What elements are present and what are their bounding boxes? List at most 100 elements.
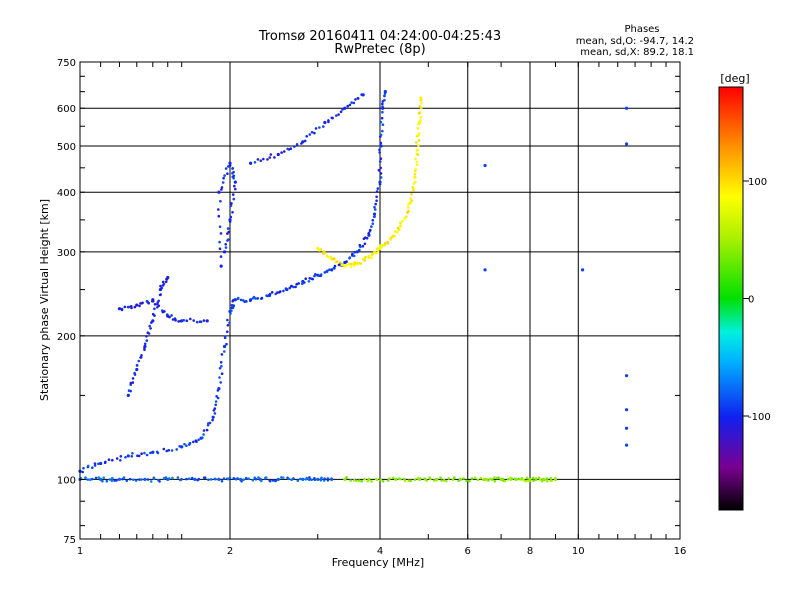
echo-dot — [187, 477, 191, 481]
echo-dot — [130, 306, 133, 310]
data-point — [330, 268, 334, 272]
data-point — [483, 477, 487, 482]
echo-dot — [388, 477, 391, 480]
echo-dot — [232, 477, 236, 480]
echo-dot — [91, 477, 94, 481]
echo-dot — [228, 476, 232, 480]
echo-dot — [171, 476, 174, 480]
echo-dot — [220, 479, 224, 483]
data-point — [301, 477, 305, 482]
chart-subtitle: RwPretec (8p) — [334, 42, 425, 57]
echo-dot — [140, 452, 143, 456]
echo-dot — [379, 176, 383, 179]
echo-dot — [224, 167, 228, 170]
data-point — [399, 224, 403, 228]
echo-dot — [234, 187, 237, 191]
echo-dot — [270, 291, 274, 294]
data-point — [419, 96, 423, 100]
echo-dot — [364, 255, 367, 259]
echo-dot — [122, 476, 126, 479]
echo-dot — [318, 249, 321, 252]
echo-dot — [345, 263, 348, 267]
echo-dot — [219, 199, 222, 203]
echo-dot — [161, 284, 165, 287]
echo-dot — [233, 184, 236, 188]
echo-dot — [110, 479, 114, 483]
data-point — [228, 161, 232, 165]
echo-dot — [447, 477, 451, 480]
echo-dot — [311, 277, 315, 281]
echo-dot — [213, 407, 217, 410]
echo-dot — [378, 151, 382, 154]
echo-dot — [374, 208, 377, 211]
echo-dot — [163, 310, 166, 313]
echo-dot — [257, 476, 260, 479]
echo-dot — [215, 395, 218, 398]
echo-dot — [379, 166, 383, 170]
echo-dot — [222, 477, 226, 480]
echo-dot — [399, 221, 402, 225]
echo-dot — [406, 206, 410, 209]
echo-dot — [295, 282, 299, 286]
data-point — [135, 303, 139, 307]
echo-dot — [407, 479, 411, 483]
echo-dot — [294, 285, 297, 289]
echo-dot — [269, 153, 273, 156]
echo-dot — [282, 289, 285, 293]
echo-dot — [226, 227, 230, 230]
echo-dot — [223, 335, 227, 338]
series-upper-trace — [249, 93, 365, 165]
echo-dot — [183, 442, 186, 446]
echo-dot — [376, 247, 379, 250]
echo-dot — [289, 147, 293, 150]
echo-dot — [339, 261, 342, 264]
echo-dot — [227, 165, 230, 168]
echo-dot — [305, 135, 309, 138]
echo-dot — [202, 319, 206, 322]
echo-dot — [353, 263, 356, 267]
echo-dot — [405, 215, 408, 218]
data-point — [143, 344, 147, 349]
echo-dot — [313, 131, 316, 135]
echo-dot — [242, 478, 245, 482]
echo-dot — [123, 305, 127, 309]
echo-dot — [143, 342, 147, 346]
echo-dot — [105, 479, 109, 483]
data-point — [249, 161, 253, 165]
echo-dot — [137, 359, 141, 363]
echo-dot — [120, 308, 124, 312]
grid — [80, 62, 680, 539]
echo-dot — [453, 476, 456, 479]
echo-dot — [281, 476, 285, 480]
echo-dot — [214, 400, 218, 403]
colorbar — [718, 86, 744, 511]
echo-dot — [488, 477, 492, 481]
echo-dot — [352, 254, 356, 258]
echo-dot — [550, 479, 553, 482]
echo-dot — [240, 480, 243, 483]
echo-dot — [145, 339, 149, 342]
echo-dot — [393, 234, 396, 238]
echo-dot — [134, 479, 138, 482]
echo-dot — [349, 479, 353, 482]
echo-dot — [375, 195, 378, 199]
data-point — [211, 415, 215, 419]
echo-dot — [287, 477, 290, 481]
echo-dot — [375, 199, 378, 202]
echo-dot — [280, 151, 283, 154]
data-point — [483, 163, 487, 168]
echo-dot — [414, 157, 417, 161]
echo-dot — [375, 251, 378, 255]
echo-dot — [414, 180, 417, 184]
echo-dot — [310, 130, 314, 134]
echo-dot — [347, 262, 351, 266]
echo-dot — [303, 281, 306, 284]
echo-dot — [414, 168, 418, 171]
echo-dot — [131, 381, 135, 384]
data-point — [378, 180, 382, 184]
data-point — [301, 140, 305, 144]
echo-dot — [220, 353, 224, 356]
echo-dot — [417, 139, 421, 142]
echo-dot — [153, 307, 156, 311]
echo-dot — [417, 132, 421, 135]
